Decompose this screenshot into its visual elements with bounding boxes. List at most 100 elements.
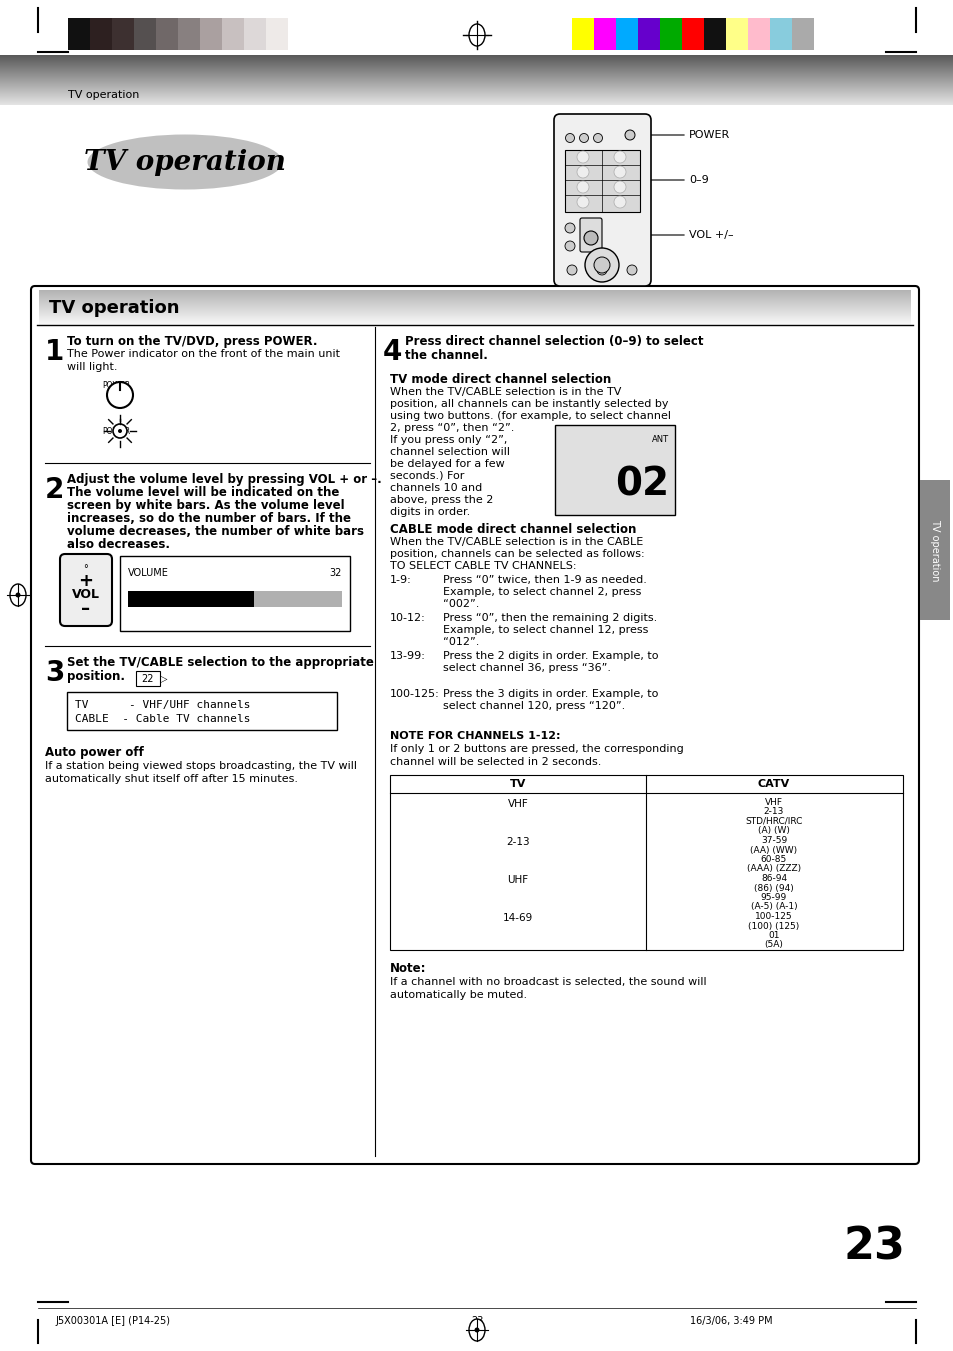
Text: If a station being viewed stops broadcasting, the TV will: If a station being viewed stops broadcas… bbox=[45, 761, 356, 771]
Ellipse shape bbox=[469, 1319, 484, 1342]
Text: VHF: VHF bbox=[764, 798, 782, 807]
Text: The Power indicator on the front of the main unit: The Power indicator on the front of the … bbox=[67, 349, 339, 359]
Text: 23: 23 bbox=[842, 1225, 904, 1269]
Text: 16/3/06, 3:49 PM: 16/3/06, 3:49 PM bbox=[689, 1316, 772, 1325]
Text: 01: 01 bbox=[767, 931, 779, 940]
Text: 60-85: 60-85 bbox=[760, 855, 786, 865]
Text: J5X00301A [E] (P14-25): J5X00301A [E] (P14-25) bbox=[55, 1316, 170, 1325]
Text: 22: 22 bbox=[142, 674, 154, 684]
Text: VOLUME: VOLUME bbox=[128, 567, 169, 578]
Text: If you press only “2”,: If you press only “2”, bbox=[390, 435, 507, 444]
Text: NOTE FOR CHANNELS 1-12:: NOTE FOR CHANNELS 1-12: bbox=[390, 731, 560, 740]
Text: –: – bbox=[81, 600, 91, 617]
Text: TV      - VHF/UHF channels: TV - VHF/UHF channels bbox=[75, 700, 251, 711]
Text: ANT: ANT bbox=[651, 435, 668, 444]
Text: Set the TV/CABLE selection to the appropriate: Set the TV/CABLE selection to the approp… bbox=[67, 657, 374, 669]
Circle shape bbox=[566, 265, 577, 276]
Text: select channel 36, press “36”.: select channel 36, press “36”. bbox=[442, 663, 610, 673]
Circle shape bbox=[626, 265, 637, 276]
Bar bbox=[128, 590, 253, 607]
Text: volume decreases, the number of white bars: volume decreases, the number of white ba… bbox=[67, 526, 364, 538]
Ellipse shape bbox=[469, 24, 484, 46]
Bar bbox=[156, 18, 178, 50]
Circle shape bbox=[15, 593, 20, 597]
Text: VHF: VHF bbox=[507, 798, 528, 809]
Text: CATV: CATV bbox=[757, 780, 789, 789]
Text: Adjust the volume level by pressing VOL + or –.: Adjust the volume level by pressing VOL … bbox=[67, 473, 381, 486]
Text: (AAA) (ZZZ): (AAA) (ZZZ) bbox=[746, 865, 801, 874]
Circle shape bbox=[597, 265, 606, 276]
Bar bbox=[68, 18, 90, 50]
Text: (100) (125): (100) (125) bbox=[747, 921, 799, 931]
Text: automatically shut itself off after 15 minutes.: automatically shut itself off after 15 m… bbox=[45, 774, 297, 784]
Bar bbox=[703, 18, 725, 50]
Bar bbox=[178, 18, 200, 50]
FancyBboxPatch shape bbox=[136, 671, 160, 686]
Text: When the TV/CABLE selection is in the CABLE: When the TV/CABLE selection is in the CA… bbox=[390, 536, 642, 547]
Text: 13-99:: 13-99: bbox=[390, 651, 425, 661]
Circle shape bbox=[112, 424, 127, 438]
Text: 37-59: 37-59 bbox=[760, 836, 786, 844]
Text: POWER: POWER bbox=[688, 130, 729, 141]
Text: Example, to select channel 2, press: Example, to select channel 2, press bbox=[442, 586, 640, 597]
Text: POWER: POWER bbox=[102, 427, 130, 436]
Text: POWER: POWER bbox=[102, 381, 130, 390]
Circle shape bbox=[594, 257, 609, 273]
Text: TV operation: TV operation bbox=[929, 519, 939, 581]
Text: TV mode direct channel selection: TV mode direct channel selection bbox=[390, 373, 611, 386]
Text: digits in order.: digits in order. bbox=[390, 507, 470, 517]
Text: 02: 02 bbox=[615, 465, 668, 503]
Circle shape bbox=[614, 181, 625, 193]
Text: using two buttons. (for example, to select channel: using two buttons. (for example, to sele… bbox=[390, 411, 670, 422]
Bar bbox=[747, 18, 769, 50]
Text: screen by white bars. As the volume level: screen by white bars. As the volume leve… bbox=[67, 499, 344, 512]
Ellipse shape bbox=[88, 135, 282, 189]
Circle shape bbox=[474, 1328, 479, 1332]
Circle shape bbox=[577, 181, 588, 193]
Bar bbox=[791, 18, 813, 50]
Text: select channel 120, press “120”.: select channel 120, press “120”. bbox=[442, 701, 624, 711]
Text: If only 1 or 2 buttons are pressed, the corresponding: If only 1 or 2 buttons are pressed, the … bbox=[390, 744, 683, 754]
Text: 86-94: 86-94 bbox=[760, 874, 786, 884]
Text: 10-12:: 10-12: bbox=[390, 613, 425, 623]
Text: position, all channels can be instantly selected by: position, all channels can be instantly … bbox=[390, 399, 668, 409]
Circle shape bbox=[577, 196, 588, 208]
Bar bbox=[90, 18, 112, 50]
Bar bbox=[659, 18, 681, 50]
Text: The volume level will be indicated on the: The volume level will be indicated on th… bbox=[67, 486, 339, 499]
Bar bbox=[222, 18, 244, 50]
Text: UHF: UHF bbox=[507, 875, 528, 885]
Text: “012”.: “012”. bbox=[442, 638, 478, 647]
Bar bbox=[564, 150, 639, 212]
Text: When the TV/CABLE selection is in the TV: When the TV/CABLE selection is in the TV bbox=[390, 386, 620, 397]
Text: TV operation: TV operation bbox=[68, 91, 139, 100]
Text: above, press the 2: above, press the 2 bbox=[390, 494, 493, 505]
Text: 3: 3 bbox=[45, 659, 64, 688]
Text: Note:: Note: bbox=[390, 962, 426, 975]
Text: TV operation: TV operation bbox=[49, 299, 179, 317]
Bar bbox=[572, 18, 594, 50]
Circle shape bbox=[577, 166, 588, 178]
FancyBboxPatch shape bbox=[579, 218, 601, 253]
Text: If a channel with no broadcast is selected, the sound will: If a channel with no broadcast is select… bbox=[390, 977, 706, 988]
Text: 23: 23 bbox=[471, 1316, 482, 1325]
Text: channel will be selected in 2 seconds.: channel will be selected in 2 seconds. bbox=[390, 757, 600, 767]
Bar bbox=[253, 590, 341, 607]
Circle shape bbox=[118, 430, 122, 434]
Text: 2: 2 bbox=[45, 476, 64, 504]
FancyBboxPatch shape bbox=[60, 554, 112, 626]
Text: 95-99: 95-99 bbox=[760, 893, 786, 902]
Text: °: ° bbox=[84, 563, 89, 574]
Text: (A-5) (A-1): (A-5) (A-1) bbox=[750, 902, 797, 912]
Circle shape bbox=[564, 240, 575, 251]
Text: (AA) (WW): (AA) (WW) bbox=[750, 846, 797, 854]
Text: TV operation: TV operation bbox=[84, 149, 286, 176]
Text: 1: 1 bbox=[45, 338, 64, 366]
Bar bbox=[638, 18, 659, 50]
Text: the channel.: the channel. bbox=[405, 349, 487, 362]
Bar bbox=[200, 18, 222, 50]
Text: 2, press “0”, then “2”.: 2, press “0”, then “2”. bbox=[390, 423, 514, 434]
Text: VOL: VOL bbox=[71, 589, 100, 601]
Text: 14-69: 14-69 bbox=[502, 913, 533, 923]
Bar bbox=[555, 426, 675, 515]
